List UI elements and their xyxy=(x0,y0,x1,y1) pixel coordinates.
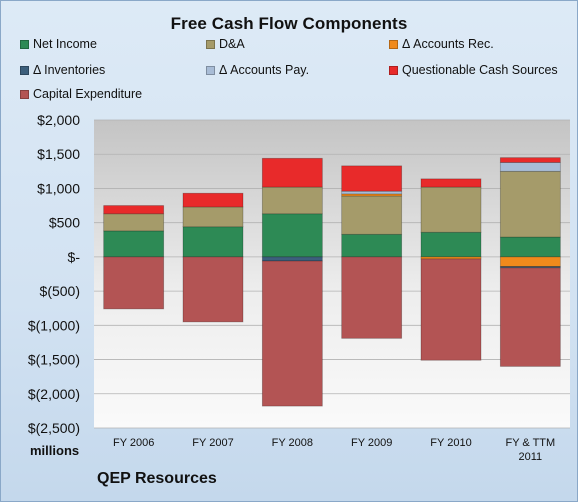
bar-segment xyxy=(420,178,482,188)
legend-swatch-da xyxy=(206,40,215,49)
bar-segment xyxy=(261,157,323,188)
bar-segment xyxy=(499,256,561,267)
bar-segment xyxy=(499,236,561,258)
legend-item-capex: Capital Expenditure xyxy=(20,86,142,102)
y-tick-label: $2,000 xyxy=(37,112,80,128)
bar-segment xyxy=(182,226,244,258)
bar-segment xyxy=(103,213,165,232)
bar-segment xyxy=(420,186,482,233)
bar-segment xyxy=(182,256,244,323)
legend-label-accounts-pay: Δ Accounts Pay. xyxy=(219,63,310,77)
legend-item-net-income: Net Income xyxy=(20,36,97,52)
y-tick-label: $(2,500) xyxy=(28,420,80,436)
bar-segment xyxy=(499,162,561,172)
legend-label-da: D&A xyxy=(219,37,245,51)
y-tick-label: $(1,000) xyxy=(28,317,80,333)
legend-swatch-accounts-pay xyxy=(206,66,215,75)
y-tick-label: $- xyxy=(68,249,81,265)
plot-area xyxy=(94,120,570,428)
bar-segment xyxy=(182,206,244,228)
legend-item-da: D&A xyxy=(206,36,245,52)
bar-segment xyxy=(499,157,561,163)
bar-segment xyxy=(261,260,323,407)
bar-segment xyxy=(261,213,323,258)
bar-segment xyxy=(499,267,561,367)
bar-segment xyxy=(103,205,165,215)
legend-swatch-accounts-rec xyxy=(389,40,398,49)
y-tick-label: $500 xyxy=(49,215,80,231)
bar-segment xyxy=(341,233,403,258)
bar-segment xyxy=(420,231,482,258)
legend-label-questionable: Questionable Cash Sources xyxy=(402,63,558,77)
legend-item-inventories: Δ Inventories xyxy=(20,62,105,78)
legend-swatch-net-income xyxy=(20,40,29,49)
bar-segment xyxy=(420,258,482,361)
legend-swatch-questionable xyxy=(389,66,398,75)
y-tick-label: $1,500 xyxy=(37,146,80,162)
legend-item-accounts-pay: Δ Accounts Pay. xyxy=(206,62,309,78)
y-tick-label: $(2,000) xyxy=(28,386,80,402)
x-tick-label: FY 2008 xyxy=(272,437,313,449)
x-tick-label: FY 2010 xyxy=(430,437,471,449)
legend-item-accounts-rec: Δ Accounts Rec. xyxy=(389,36,494,52)
bar-segment xyxy=(341,195,403,235)
legend-label-capex: Capital Expenditure xyxy=(33,87,143,101)
y-tick-label: $1,000 xyxy=(37,180,80,196)
y-tick-label: $(1,500) xyxy=(28,352,80,368)
y-tick-label: $(500) xyxy=(40,283,80,299)
legend-item-questionable: Questionable Cash Sources xyxy=(389,62,558,78)
legend-label-inventories: Δ Inventories xyxy=(33,63,106,77)
company-name: QEP Resources xyxy=(97,470,217,487)
x-tick-label: FY 2006 xyxy=(113,437,154,449)
legend-swatch-inventories xyxy=(20,66,29,75)
bar-segment xyxy=(103,256,165,310)
x-tick-label: FY 2009 xyxy=(351,437,392,449)
bar-segment xyxy=(499,170,561,238)
y-units-label: millions xyxy=(30,443,80,458)
bar-segment xyxy=(261,186,323,215)
bar-segment xyxy=(341,256,403,339)
chart-title: Free Cash Flow Components xyxy=(170,14,408,33)
bar-segment xyxy=(182,192,244,208)
legend-swatch-capex xyxy=(20,90,29,99)
bar-segment xyxy=(103,230,165,258)
x-tick-label: 2011 xyxy=(519,451,543,463)
legend-label-accounts-rec: Δ Accounts Rec. xyxy=(402,37,494,51)
bar-segment xyxy=(341,190,403,195)
bar-segment xyxy=(341,165,403,192)
x-tick-label: FY 2007 xyxy=(192,437,233,449)
legend-label-net-income: Net Income xyxy=(33,37,97,51)
x-tick-label: FY & TTM xyxy=(505,437,555,449)
bar-segment xyxy=(261,256,323,262)
